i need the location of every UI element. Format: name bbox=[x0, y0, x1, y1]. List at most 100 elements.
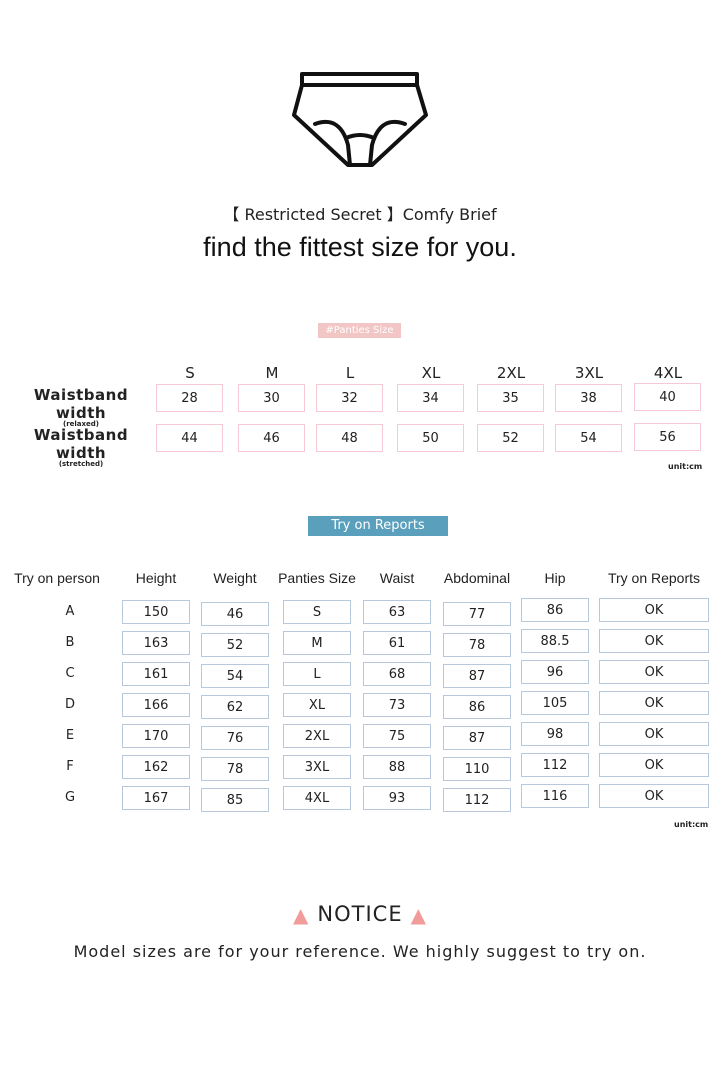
person-label: G bbox=[64, 790, 76, 805]
report-value-cell: L bbox=[283, 662, 351, 686]
notice-heading: ▲ NOTICE ▲ bbox=[0, 902, 720, 927]
size-header: L bbox=[345, 364, 355, 382]
report-value-cell: S bbox=[283, 600, 351, 624]
report-value-cell: 62 bbox=[201, 695, 269, 719]
size-value-cell: 48 bbox=[316, 424, 383, 452]
size-header: 4XL bbox=[653, 364, 683, 382]
size-value-cell: 44 bbox=[156, 424, 223, 452]
row-label-text: Waistband width bbox=[33, 426, 129, 462]
report-value-cell: 87 bbox=[443, 726, 511, 750]
size-header: 2XL bbox=[496, 364, 526, 382]
size-value-cell: 38 bbox=[555, 384, 622, 412]
row-label: Waistband width (relaxed) bbox=[14, 386, 148, 428]
column-header: Abdominal bbox=[443, 570, 511, 586]
report-value-cell: 163 bbox=[122, 631, 190, 655]
report-value-cell: 86 bbox=[521, 598, 589, 622]
report-value-cell: 167 bbox=[122, 786, 190, 810]
column-header: Hip bbox=[544, 570, 566, 586]
size-header: XL bbox=[421, 364, 441, 382]
report-result-cell: OK bbox=[599, 629, 709, 653]
report-result-cell: OK bbox=[599, 691, 709, 715]
report-value-cell: XL bbox=[283, 693, 351, 717]
try-on-reports-tag: Try on Reports bbox=[308, 516, 448, 536]
report-value-cell: 162 bbox=[122, 755, 190, 779]
report-value-cell: 2XL bbox=[283, 724, 351, 748]
briefs-icon bbox=[292, 72, 428, 167]
report-value-cell: 150 bbox=[122, 600, 190, 624]
report-value-cell: 116 bbox=[521, 784, 589, 808]
report-value-cell: 77 bbox=[443, 602, 511, 626]
notice-text: Model sizes are for your reference. We h… bbox=[73, 942, 647, 961]
column-header: Try on Reports bbox=[607, 570, 701, 586]
report-value-cell: 76 bbox=[201, 726, 269, 750]
size-value-cell: 50 bbox=[397, 424, 464, 452]
report-value-cell: 96 bbox=[521, 660, 589, 684]
size-value-cell: 30 bbox=[238, 384, 305, 412]
size-value-cell: 56 bbox=[634, 423, 701, 451]
size-value-cell: 46 bbox=[238, 424, 305, 452]
report-value-cell: 112 bbox=[521, 753, 589, 777]
size-value-cell: 52 bbox=[477, 424, 544, 452]
report-value-cell: 63 bbox=[363, 600, 431, 624]
row-label-text: Waistband width bbox=[33, 386, 129, 422]
row-sublabel: (stretched) bbox=[58, 460, 104, 468]
size-value-cell: 32 bbox=[316, 384, 383, 412]
report-value-cell: 73 bbox=[363, 693, 431, 717]
person-label: B bbox=[65, 635, 75, 650]
size-header: S bbox=[185, 364, 195, 382]
report-value-cell: 88.5 bbox=[521, 629, 589, 653]
report-value-cell: 87 bbox=[443, 664, 511, 688]
column-header: Try on person bbox=[14, 570, 100, 586]
report-value-cell: 3XL bbox=[283, 755, 351, 779]
size-value-cell: 35 bbox=[477, 384, 544, 412]
size-header: M bbox=[265, 364, 279, 382]
unit-label: unit:cm bbox=[674, 820, 709, 829]
size-header: 3XL bbox=[574, 364, 604, 382]
report-value-cell: 46 bbox=[201, 602, 269, 626]
size-value-cell: 28 bbox=[156, 384, 223, 412]
report-value-cell: 105 bbox=[521, 691, 589, 715]
report-value-cell: 86 bbox=[443, 695, 511, 719]
column-header: Weight bbox=[213, 570, 257, 586]
size-value-cell: 34 bbox=[397, 384, 464, 412]
person-label: D bbox=[64, 697, 75, 712]
page-headline: find the fittest size for you. bbox=[203, 232, 517, 262]
report-value-cell: 161 bbox=[122, 662, 190, 686]
warning-icon: ▲ bbox=[293, 903, 310, 927]
report-value-cell: 78 bbox=[443, 633, 511, 657]
report-value-cell: 4XL bbox=[283, 786, 351, 810]
size-value-cell: 54 bbox=[555, 424, 622, 452]
row-label: Waistband width (stretched) bbox=[14, 426, 148, 468]
unit-label: unit:cm bbox=[668, 462, 703, 471]
report-value-cell: 75 bbox=[363, 724, 431, 748]
report-value-cell: 61 bbox=[363, 631, 431, 655]
report-result-cell: OK bbox=[599, 660, 709, 684]
report-result-cell: OK bbox=[599, 598, 709, 622]
report-value-cell: 170 bbox=[122, 724, 190, 748]
size-value-cell: 40 bbox=[634, 383, 701, 411]
report-value-cell: 54 bbox=[201, 664, 269, 688]
report-result-cell: OK bbox=[599, 753, 709, 777]
warning-icon: ▲ bbox=[410, 903, 427, 927]
report-result-cell: OK bbox=[599, 784, 709, 808]
person-label: F bbox=[66, 759, 74, 774]
report-value-cell: M bbox=[283, 631, 351, 655]
report-value-cell: 110 bbox=[443, 757, 511, 781]
report-value-cell: 68 bbox=[363, 662, 431, 686]
column-header: Panties Size bbox=[278, 570, 356, 586]
report-value-cell: 98 bbox=[521, 722, 589, 746]
report-value-cell: 112 bbox=[443, 788, 511, 812]
product-subtitle: 【 Restricted Secret 】Comfy Brief bbox=[223, 205, 497, 224]
person-label: E bbox=[65, 728, 75, 743]
panties-size-tag: #Panties Size bbox=[318, 323, 401, 338]
report-value-cell: 93 bbox=[363, 786, 431, 810]
report-value-cell: 78 bbox=[201, 757, 269, 781]
person-label: A bbox=[65, 604, 75, 619]
column-header: Waist bbox=[379, 570, 415, 586]
person-label: C bbox=[65, 666, 75, 681]
report-result-cell: OK bbox=[599, 722, 709, 746]
report-value-cell: 166 bbox=[122, 693, 190, 717]
report-value-cell: 88 bbox=[363, 755, 431, 779]
report-value-cell: 52 bbox=[201, 633, 269, 657]
